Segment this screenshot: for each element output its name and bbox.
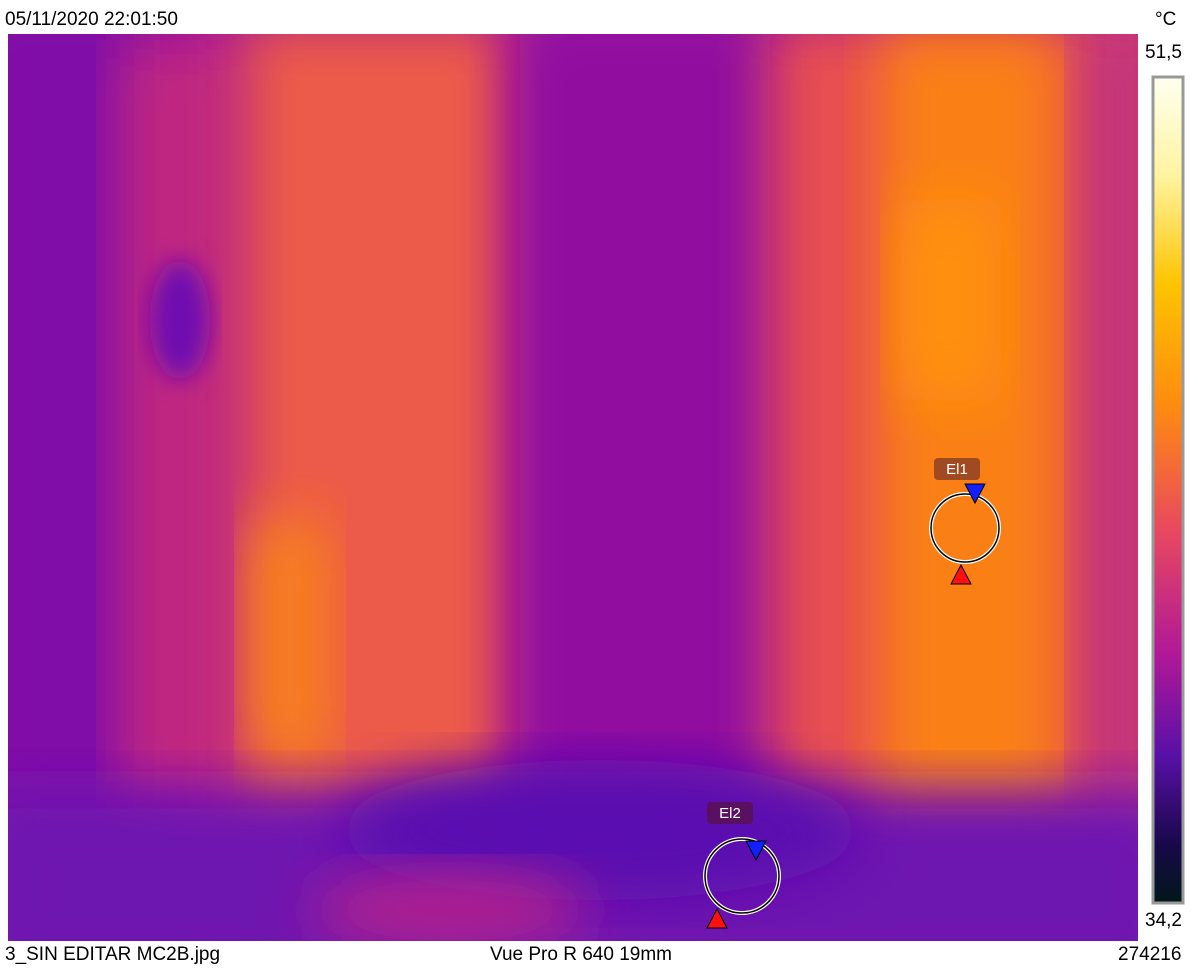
serial: 274216 <box>1118 944 1182 965</box>
color-scale <box>1151 75 1185 905</box>
marker-el2: El2 <box>703 802 781 929</box>
camera: Vue Pro R 640 19mm <box>490 944 672 965</box>
marker-el1: El1 <box>929 458 1001 585</box>
filename: 3_SIN EDITAR MC2B.jpg <box>5 944 221 965</box>
scale-min: 34,2 <box>1145 910 1182 931</box>
unit: °C <box>1155 9 1177 30</box>
marker-label: El2 <box>719 805 741 822</box>
marker-label: El1 <box>946 461 968 478</box>
scale-max: 51,5 <box>1145 42 1182 63</box>
timestamp: 05/11/2020 22:01:50 <box>5 9 178 30</box>
